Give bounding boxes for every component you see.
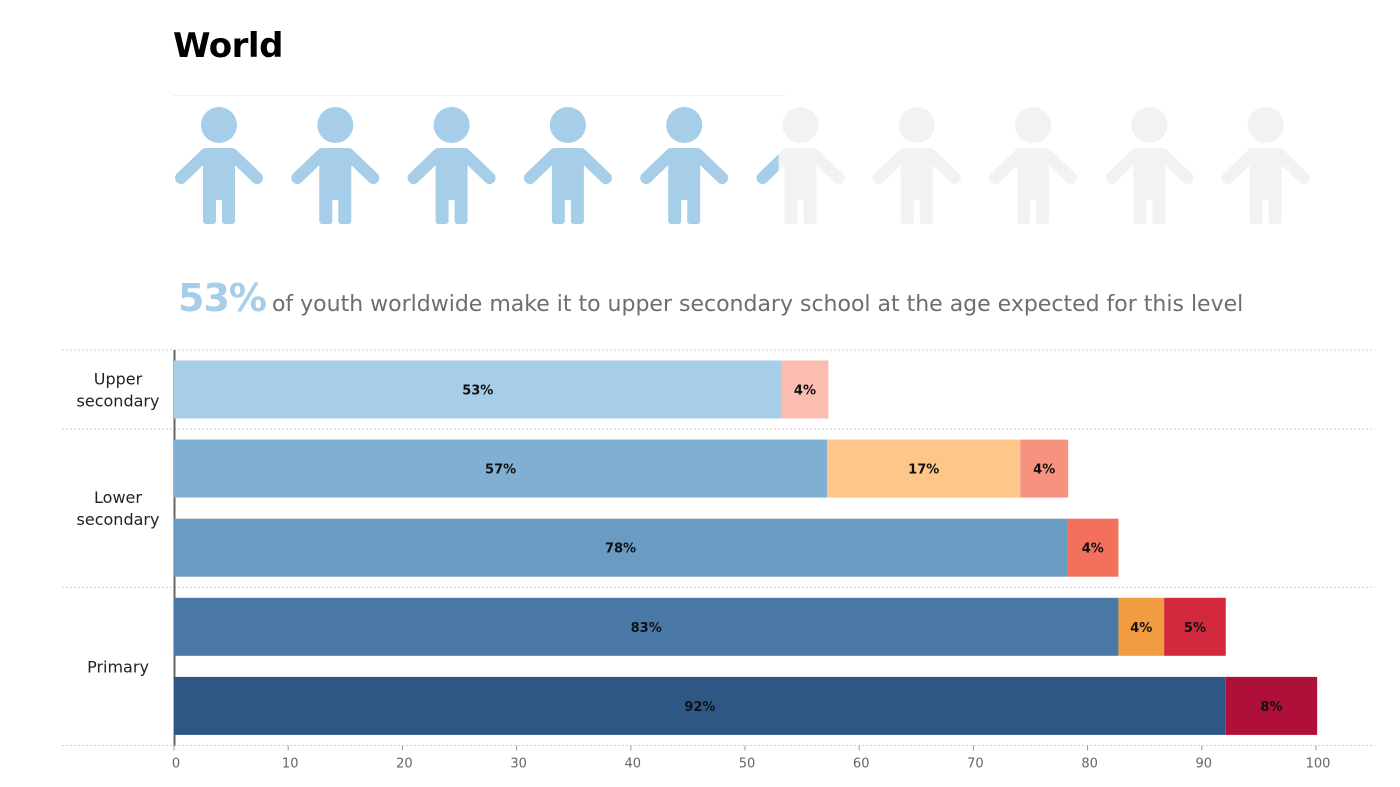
- bar-segment[interactable]: [1225, 676, 1318, 735]
- bar-data-label: 4%: [1130, 621, 1152, 636]
- category-label: Upper secondary: [77, 370, 160, 411]
- child-icon: [523, 107, 612, 224]
- bar-segment[interactable]: [1164, 597, 1226, 656]
- headline-percentage: 53%: [178, 276, 267, 320]
- child-icon: [640, 107, 729, 224]
- bar-segment[interactable]: [174, 597, 1119, 656]
- bar-segment[interactable]: [1067, 518, 1119, 577]
- child-icon: [756, 154, 779, 184]
- x-tick-label: 100: [1306, 757, 1331, 772]
- x-tick-label: 20: [396, 757, 413, 772]
- x-tick-label: 10: [282, 757, 299, 772]
- bar-data-label: 78%: [605, 542, 636, 557]
- x-tick-label: 50: [739, 757, 756, 772]
- child-icon: [1105, 107, 1194, 224]
- bar-data-label: 8%: [1260, 700, 1282, 715]
- page-title: World: [173, 26, 283, 66]
- bar-segment[interactable]: [174, 360, 782, 419]
- bar-data-label: 4%: [1033, 463, 1055, 478]
- headline: 53% of youth worldwide make it to upper s…: [178, 276, 1243, 320]
- child-icon: [989, 107, 1078, 224]
- child-icon: [778, 107, 845, 224]
- bar-segment[interactable]: [781, 360, 829, 419]
- child-icon: [291, 107, 380, 224]
- people-pictogram: [175, 107, 1310, 224]
- bar-data-label: 4%: [1082, 542, 1104, 557]
- child-icon: [872, 107, 961, 224]
- bar-data-label: 4%: [794, 384, 816, 399]
- child-icon: [175, 107, 263, 224]
- x-tick-label: 60: [853, 757, 870, 772]
- bar-segment[interactable]: [174, 676, 1226, 735]
- bar-data-label: 17%: [908, 463, 939, 478]
- x-tick-label: 70: [967, 757, 984, 772]
- bar-data-label: 5%: [1184, 621, 1206, 636]
- category-label: Lower secondary: [77, 488, 160, 529]
- bar-segment[interactable]: [827, 439, 1021, 498]
- divider: [173, 95, 785, 96]
- x-tick-label: 80: [1081, 757, 1098, 772]
- bar-data-label: 57%: [485, 463, 516, 478]
- bar-data-label: 83%: [631, 621, 662, 636]
- child-icon: [1221, 107, 1310, 224]
- child-icon: [407, 107, 496, 224]
- bar-segment[interactable]: [174, 439, 828, 498]
- headline-text: of youth worldwide make it to upper seco…: [271, 292, 1244, 317]
- x-tick-label: 0: [172, 757, 180, 772]
- category-label: Primary: [87, 657, 149, 676]
- x-tick-label: 40: [625, 757, 642, 772]
- x-tick-label: 30: [510, 757, 527, 772]
- bar-segment[interactable]: [1020, 439, 1069, 498]
- bar-segment[interactable]: [174, 518, 1068, 577]
- x-tick-label: 90: [1196, 757, 1213, 772]
- bar-segment[interactable]: [1118, 597, 1165, 656]
- stacked-bar-chart: 53% 4% 57% 17% 4% 78% 4% 83% 4% 5% 92% 8% Upper secon…: [62, 349, 1375, 772]
- bar-data-label: 53%: [462, 384, 493, 399]
- bar-data-label: 92%: [684, 700, 715, 715]
